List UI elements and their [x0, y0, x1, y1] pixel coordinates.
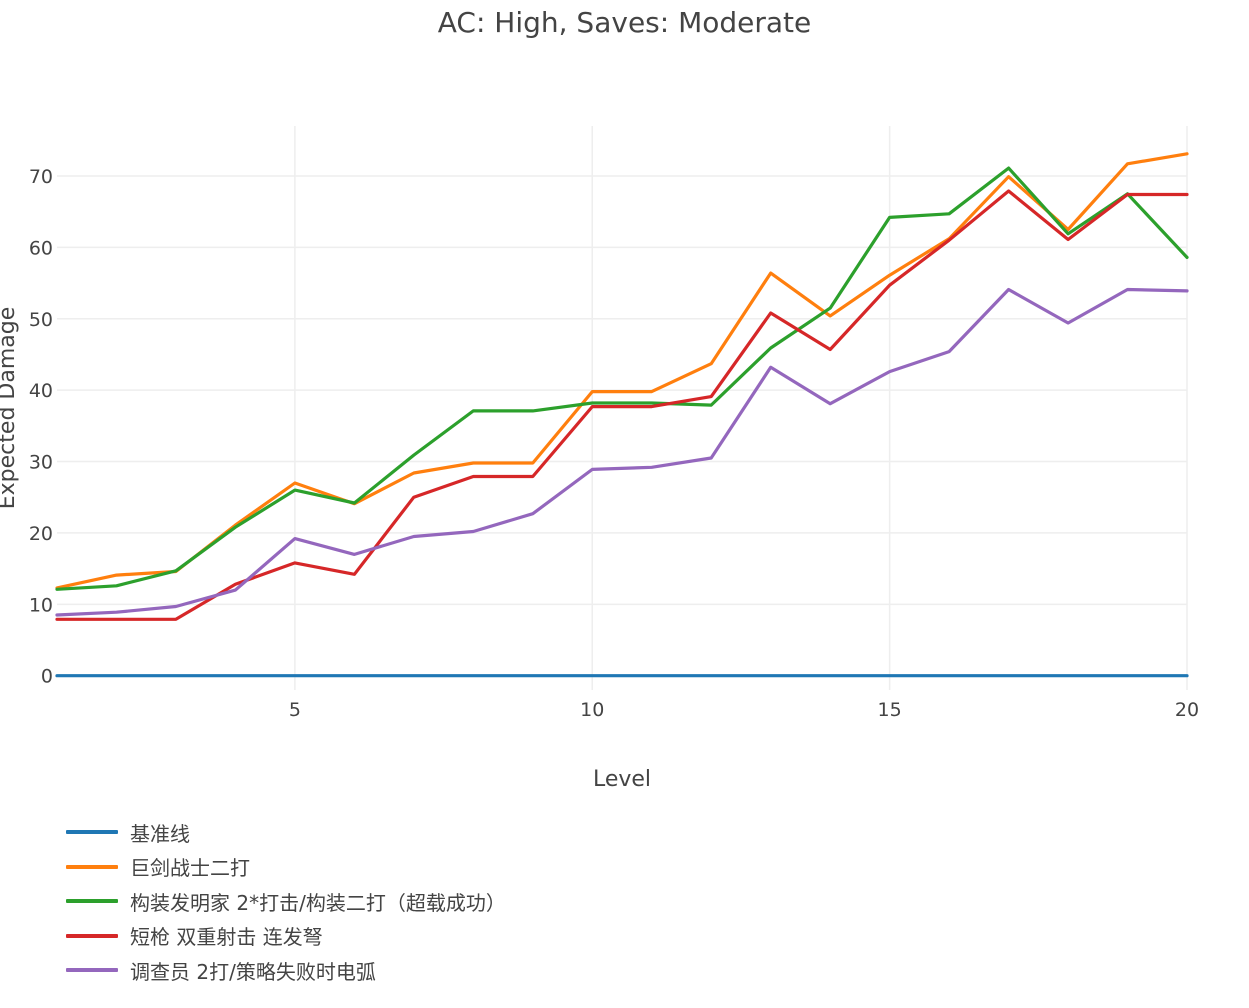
series-line-2	[55, 152, 1189, 590]
series-line-4	[55, 189, 1189, 621]
legend-label: 基准线	[130, 821, 190, 846]
y-axis-title: Expected Damage	[0, 307, 20, 509]
legend-swatch	[66, 830, 118, 835]
x-axis-title: Level	[593, 767, 651, 792]
series-line-3	[55, 166, 1189, 591]
y-tick-label: 20	[29, 523, 53, 545]
y-tick-label: 70	[29, 166, 53, 188]
legend: 基准线巨剑战士二打构装发明家 2*打击/构装二打（超载成功） 短枪 双重射击 连发…	[66, 815, 506, 988]
x-tick-label: 5	[289, 699, 301, 721]
legend-swatch	[66, 864, 118, 869]
legend-label: 巨剑战士二打	[130, 856, 250, 881]
y-tick-label: 50	[29, 309, 53, 331]
y-tick-label: 0	[41, 666, 53, 688]
plot-area: 5 10 15 20 0 10 20 30 40 50 60 70 Level Expected Dama…	[0, 126, 1199, 792]
legend-item[interactable]: 构装发明家 2*打击/构装二打（超载成功）	[66, 884, 506, 919]
legend-label: 短枪 双重射击 连发弩	[130, 925, 323, 950]
legend-item[interactable]: 调查员 2打/策略失败时电弧	[66, 953, 506, 988]
legend-swatch	[66, 899, 118, 904]
legend-label: 调查员 2打/策略失败时电弧	[130, 959, 376, 984]
legend-item[interactable]: 巨剑战士二打	[66, 850, 506, 885]
legend-swatch	[66, 968, 118, 973]
legend-item[interactable]: 基准线	[66, 815, 506, 850]
series-line-5	[55, 287, 1189, 617]
y-tick-label: 60	[29, 237, 53, 259]
y-tick-label: 10	[29, 594, 53, 616]
legend-label: 构装发明家 2*打击/构装二打（超载成功）	[130, 890, 506, 915]
x-tick-label: 15	[878, 699, 902, 721]
chart-title: AC: High, Saves: Moderate	[437, 6, 812, 39]
legend-item[interactable]: 短枪 双重射击 连发弩	[66, 919, 506, 954]
x-tick-label: 20	[1175, 699, 1199, 721]
legend-swatch	[66, 933, 118, 938]
x-tick-label: 10	[580, 699, 604, 721]
y-tick-label: 40	[29, 380, 53, 402]
y-tick-label: 30	[29, 452, 53, 474]
